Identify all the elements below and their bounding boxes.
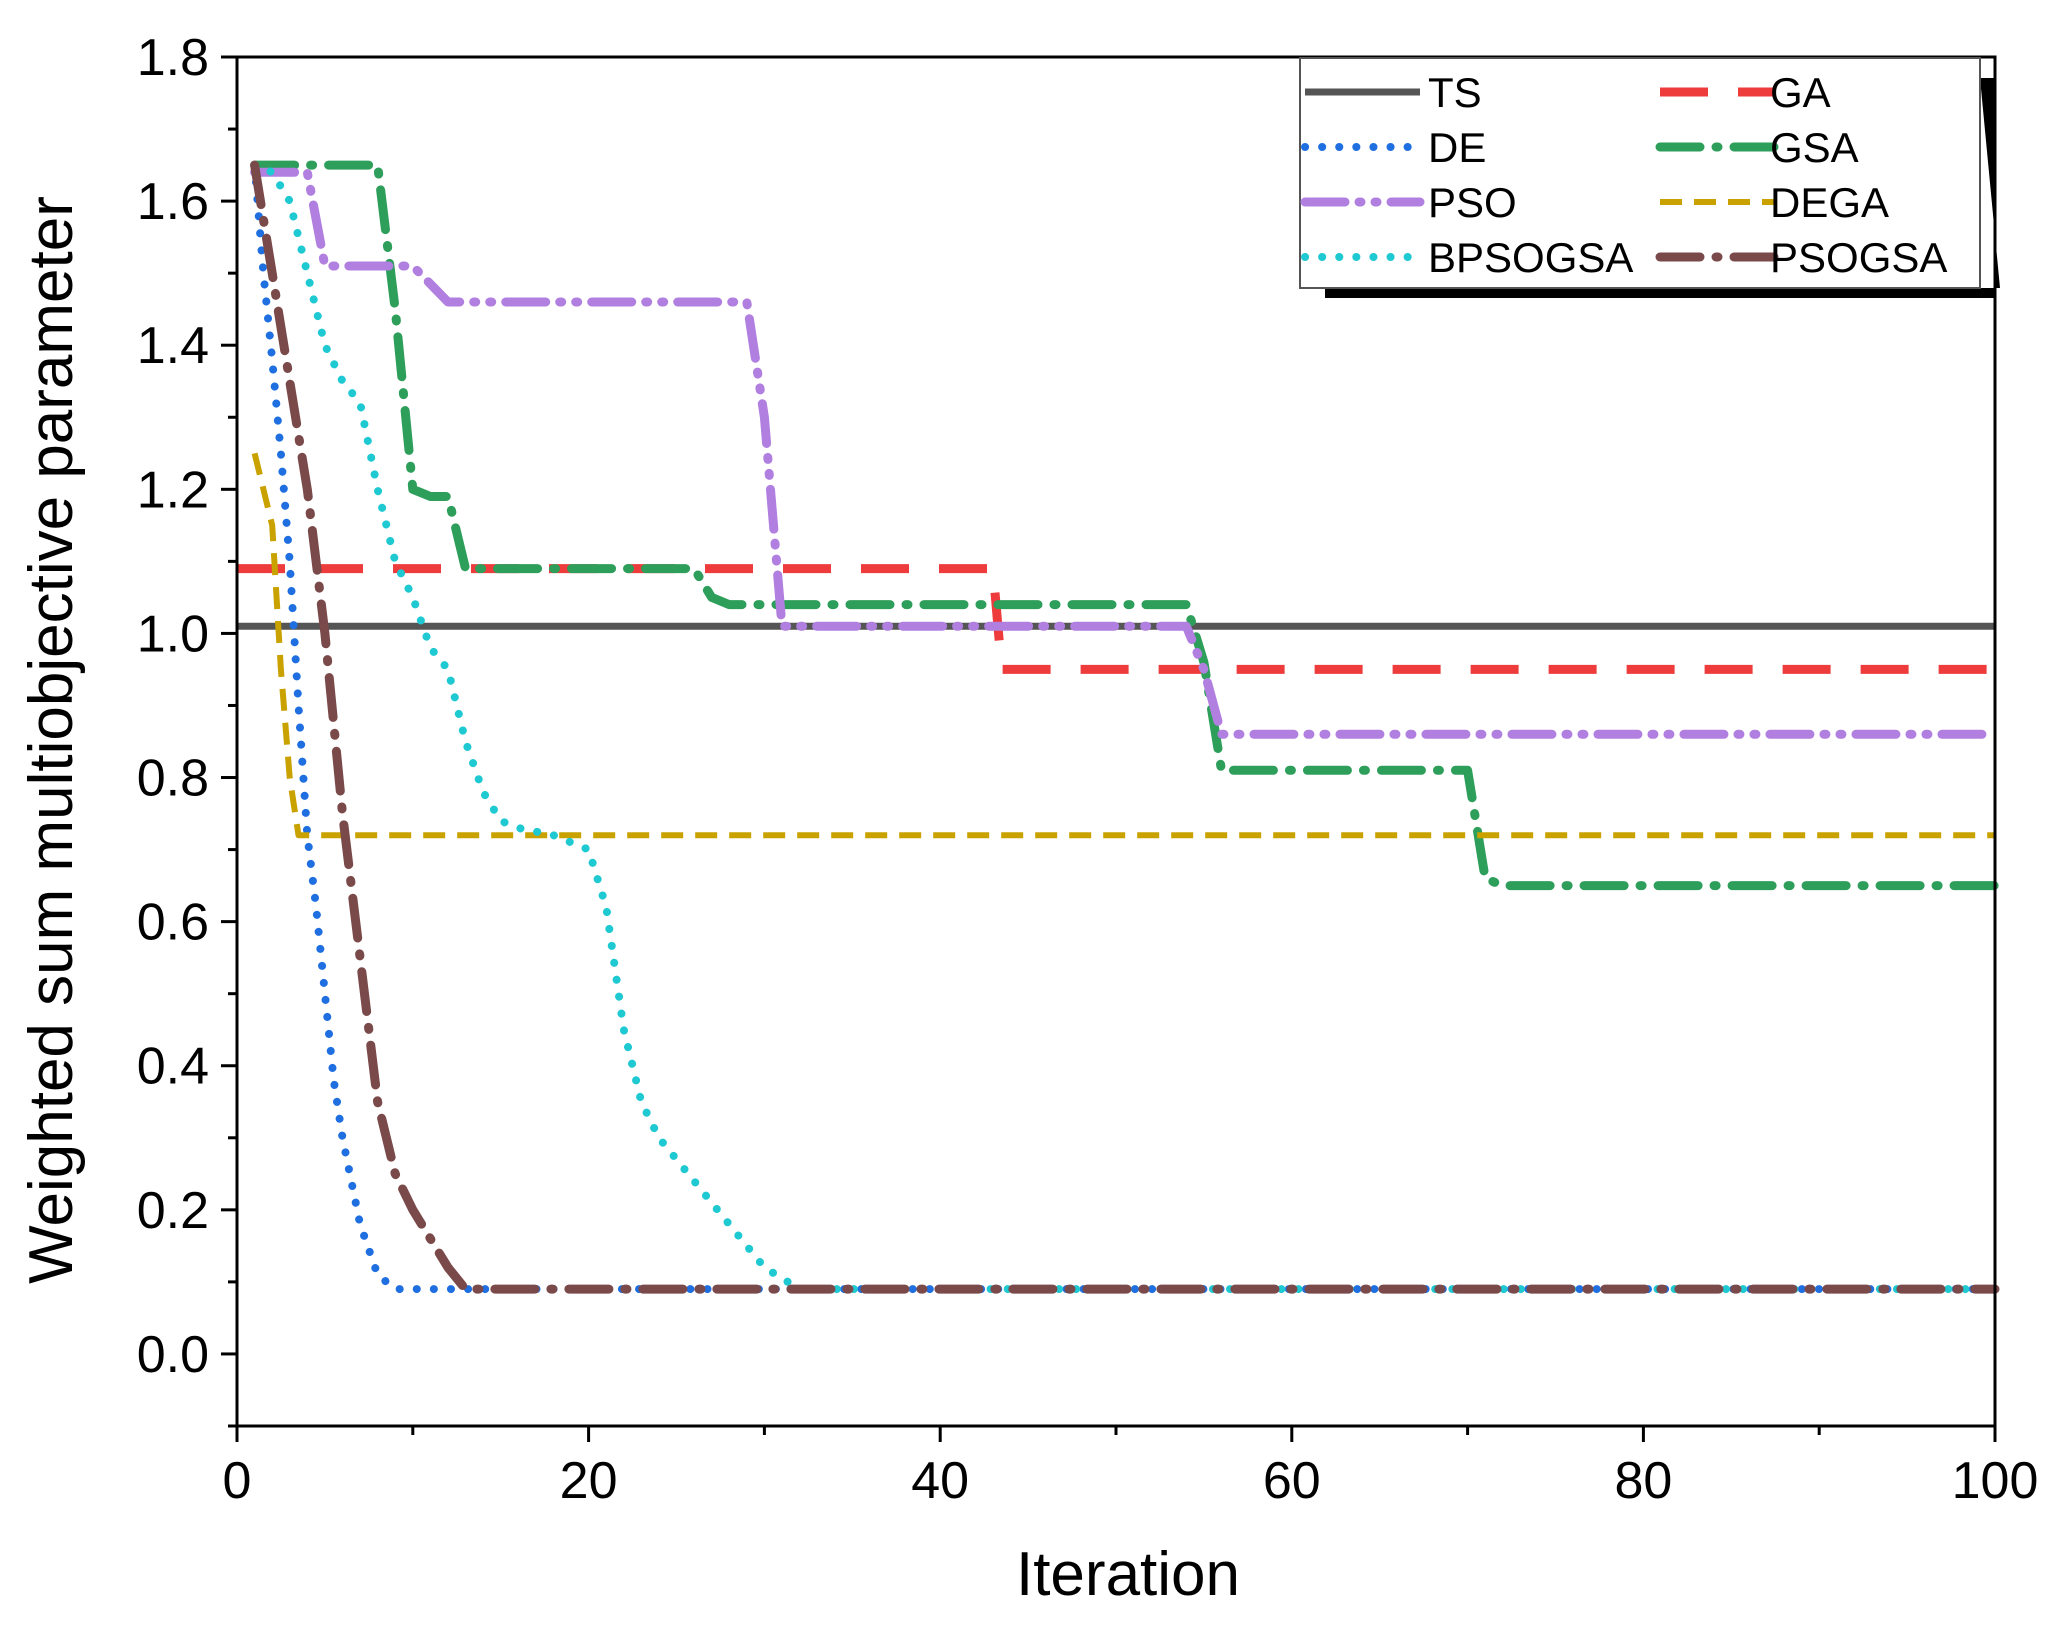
labels-layer: Iteration Weighted sum multiobjective pa… <box>17 196 1240 1609</box>
axes-layer: 0 20 40 60 80 100 0.0 0.2 0.4 0.6 0.8 1.0 1.2 1.4 1.6 1… <box>137 29 2039 1510</box>
y-tick-label: 1.4 <box>137 317 209 375</box>
y-tick-label: 1.6 <box>137 173 209 231</box>
y-tick-label: 0.6 <box>137 894 209 952</box>
y-tick-label: 0.2 <box>137 1182 209 1240</box>
x-axis-title: Iteration <box>1016 1540 1240 1609</box>
series-line-de <box>250 161 1999 1294</box>
series-line-bpsogsa <box>250 161 1999 1294</box>
y-axis-title: Weighted sum multiobjective parameter <box>17 196 86 1284</box>
y-tick-label: 0.4 <box>137 1038 209 1096</box>
legend-label-gsa: GSA <box>1770 124 1859 171</box>
x-tick-label: 80 <box>1614 1452 1672 1510</box>
series-line-ga <box>237 564 1995 674</box>
series-line-psogsa <box>250 160 2000 1294</box>
y-tick-label: 0.8 <box>137 750 209 808</box>
y-tick-label: 1.0 <box>137 605 209 663</box>
legend: TS GA DE GSA PSO DEGA BPSOGSA PSOGSA <box>1299 57 2000 298</box>
x-tick-label: 60 <box>1263 1452 1321 1510</box>
legend-label-bpsogsa: BPSOGSA <box>1428 234 1633 281</box>
legend-box <box>1299 57 1981 289</box>
legend-label-pso: PSO <box>1428 179 1517 226</box>
y-tick-label: 0.0 <box>137 1326 209 1384</box>
x-tick-label: 100 <box>1952 1452 2039 1510</box>
x-tick-label: 0 <box>223 1452 252 1510</box>
legend-label-psogsa: PSOGSA <box>1770 234 1947 281</box>
legend-label-ts: TS <box>1428 69 1482 116</box>
legend-label-dega: DEGA <box>1770 179 1889 226</box>
x-tick-label: 20 <box>560 1452 618 1510</box>
legend-label-ga: GA <box>1770 69 1831 116</box>
series-layer <box>237 160 2000 1294</box>
series-line-gsa <box>250 160 2000 891</box>
y-tick-label: 1.2 <box>137 461 209 519</box>
series-line-pso <box>250 167 2000 739</box>
x-tick-label: 40 <box>911 1452 969 1510</box>
legend-label-de: DE <box>1428 124 1486 171</box>
y-tick-label: 1.8 <box>137 29 209 87</box>
series-line-dega <box>251 452 1995 839</box>
